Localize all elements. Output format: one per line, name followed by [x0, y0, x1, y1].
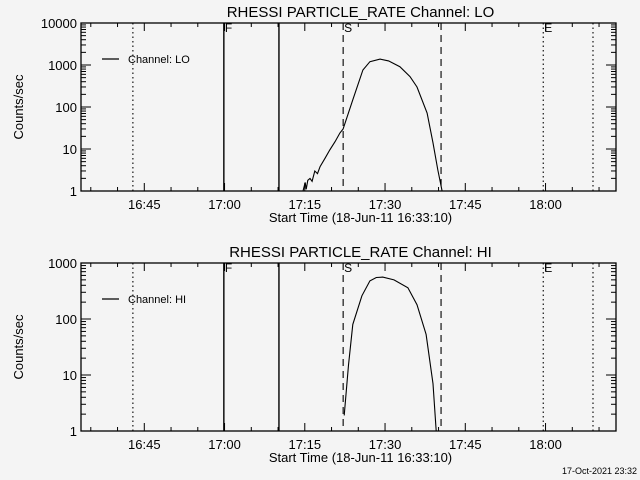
x-tick-label: 18:00 — [529, 437, 562, 452]
marker-label: S — [344, 261, 352, 275]
plot-frame — [80, 262, 617, 432]
x-tick-label: 17:15 — [289, 197, 322, 212]
marker-label: F — [225, 261, 232, 275]
x-tick-label: 17:00 — [208, 437, 241, 452]
chart-title: RHESSI PARTICLE_RATE Channel: HI — [229, 244, 492, 261]
y-tick-label: 10000 — [41, 16, 77, 31]
series-line-hi — [343, 276, 437, 432]
marker-label: F — [225, 21, 232, 35]
x-tick-label: 16:45 — [128, 437, 161, 452]
y-axis-title: Counts/sec — [11, 74, 26, 140]
x-tick-label: 17:45 — [449, 197, 482, 212]
plot-lo: RHESSI PARTICLE_RATE Channel: LO 16:45 17:… — [11, 4, 617, 225]
legend-label: Channel: LO — [128, 54, 190, 66]
y-tick-label: 1 — [70, 424, 77, 439]
marker-label: S — [344, 21, 352, 35]
y-tick-label: 1 — [70, 184, 77, 199]
y-tick-label: 100 — [55, 312, 77, 327]
y-tick-label: 1000 — [48, 58, 77, 73]
x-tick-label: 17:15 — [289, 437, 322, 452]
x-axis-title: Start Time (18-Jun-11 16:33:10) — [269, 210, 452, 225]
x-axis-title: Start Time (18-Jun-11 16:33:10) — [269, 450, 452, 465]
y-tick-label: 100 — [55, 100, 77, 115]
y-axis-title: Counts/sec — [11, 314, 26, 380]
marker-label: E — [544, 261, 552, 275]
x-tick-label: 17:45 — [449, 437, 482, 452]
plot-frame — [80, 22, 617, 192]
x-tick-label: 17:00 — [208, 197, 241, 212]
x-tick-label: 17:30 — [369, 197, 402, 212]
x-tick-label: 18:00 — [529, 197, 562, 212]
legend-label: Channel: HI — [128, 294, 186, 306]
y-tick-label: 1000 — [48, 256, 77, 271]
plot-hi: RHESSI PARTICLE_RATE Channel: HI 16:45 17:… — [11, 244, 617, 465]
footer-timestamp: 17-Oct-2021 23:32 — [562, 466, 637, 476]
series-line-lo — [302, 58, 443, 192]
y-tick-label: 10 — [63, 142, 77, 157]
y-tick-label: 10 — [63, 368, 77, 383]
x-tick-label: 17:30 — [369, 437, 402, 452]
marker-label: E — [544, 21, 552, 35]
x-tick-label: 16:45 — [128, 197, 161, 212]
chart-title: RHESSI PARTICLE_RATE Channel: LO — [227, 4, 495, 21]
